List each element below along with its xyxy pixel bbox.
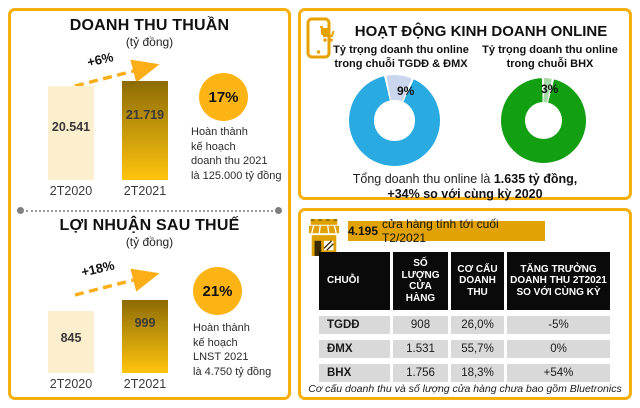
cell-share: 55,7% <box>451 340 504 358</box>
bar: 845 <box>48 311 94 373</box>
donut-bhx-label: Tỷ trọng doanh thu online trong chuỗi BH… <box>482 44 618 70</box>
revenue-title: DOANH THU THUẦN <box>69 17 230 34</box>
online-business-panel: HOẠT ĐỘNG KINH DOANH ONLINE Tỷ trọng doa… <box>298 8 632 202</box>
bar-category-label: 2T2020 <box>49 377 93 391</box>
cell-growth: +54% <box>507 364 610 382</box>
profit-title: LỢI NHUẬN SAU THUẾ <box>59 217 240 234</box>
bar-value-label: 999 <box>134 316 156 330</box>
table-row: BHX 1.756 18,3% +54% <box>319 364 610 382</box>
store-network-panel: 4.195 cửa hàng tính tới cuối T2/2021 CHU… <box>298 208 632 400</box>
cell-count: 1.531 <box>393 340 448 358</box>
divider-dot <box>275 207 282 214</box>
header-store-count: SỐ LƯỢNG CỬA HÀNG <box>393 252 448 310</box>
profit-unit: (tỷ đồng) <box>125 235 174 249</box>
donut-chart-tgdd-dmx: 9% <box>349 75 440 166</box>
cell-share: 26,0% <box>451 316 504 334</box>
profit-bar-chart: 845 2T2020 999 2T2021 <box>48 300 168 391</box>
donut-tgdd-dmx-label: Tỷ trọng doanh thu online trong chuỗi TG… <box>333 44 469 70</box>
header-revenue-growth: TĂNG TRƯỞNG DOANH THU 2T2021 SO VỚI CÙNG… <box>507 252 610 310</box>
donut-chart-bhx: 3% <box>501 78 586 163</box>
bar: 20.541 <box>48 86 94 180</box>
bar-value-label: 20.541 <box>51 120 91 134</box>
revenue-unit: (tỷ đồng) <box>125 35 174 49</box>
bar-category-label: 2T2021 <box>123 184 167 198</box>
online-summary: Tổng doanh thu online là 1.635 tỷ đồng, … <box>301 172 629 202</box>
donut-percentage-label: 3% <box>541 82 559 96</box>
store-count: 4.195 <box>348 224 379 238</box>
bar: 21.719 <box>122 81 168 180</box>
donut-percentage-label: 9% <box>397 84 415 98</box>
store-icon <box>308 219 340 256</box>
revenue-bar-chart: 20.541 2T2020 21.719 2T2021 <box>48 81 168 198</box>
revenue-plan-note: Hoàn thành kế hoạch doanh thu 2021 là 12… <box>191 126 282 182</box>
section-divider <box>17 207 282 214</box>
store-count-text: cửa hàng tính tới cuối T2/2021 <box>382 217 499 245</box>
bar-column: 845 2T2020 <box>48 311 94 391</box>
cell-growth: -5% <box>507 316 610 334</box>
table-row: TGDĐ 908 26,0% -5% <box>319 316 610 334</box>
summary-growth: +34% so với cùng kỳ 2020 <box>387 187 543 201</box>
cell-growth: 0% <box>507 340 610 358</box>
store-count-highlight: 4.195 cửa hàng tính tới cuối T2/2021 <box>348 217 545 245</box>
table-row: ĐMX 1.531 55,7% 0% <box>319 340 610 358</box>
bar-value-label: 21.719 <box>125 108 165 122</box>
divider-line <box>26 209 273 212</box>
phone-cart-icon <box>306 17 335 59</box>
table-header-row: CHUỖI SỐ LƯỢNG CỬA HÀNG CƠ CẤU DOANH THU… <box>319 252 610 310</box>
bar-category-label: 2T2021 <box>123 377 167 391</box>
profit-plan-note: Hoàn thành kế hoạch LNST 2021 là 4.750 t… <box>193 322 272 378</box>
summary-revenue: 1.635 tỷ đồng, <box>493 172 578 186</box>
bar-column: 999 2T2021 <box>122 300 168 391</box>
summary-text: Tổng doanh thu online là <box>352 172 494 186</box>
bar-category-label: 2T2020 <box>49 184 93 198</box>
header-revenue-share: CƠ CẤU DOANH THU <box>451 252 504 310</box>
cell-share: 18,3% <box>451 364 504 382</box>
table-footnote: Cơ cấu doanh thu và số lượng cửa hàng ch… <box>308 383 622 395</box>
cell-chain: TGDĐ <box>319 316 390 334</box>
header-chain: CHUỖI <box>319 252 390 310</box>
bar-column: 20.541 2T2020 <box>48 86 94 198</box>
cell-count: 908 <box>393 316 448 334</box>
cell-chain: ĐMX <box>319 340 390 358</box>
cell-count: 1.756 <box>393 364 448 382</box>
store-table: CHUỖI SỐ LƯỢNG CỬA HÀNG CƠ CẤU DOANH THU… <box>319 252 610 382</box>
divider-dot <box>17 207 24 214</box>
profit-plan-badge: 21% <box>193 267 242 315</box>
bar-column: 21.719 2T2021 <box>122 81 168 198</box>
bar-value-label: 845 <box>60 331 82 345</box>
cell-chain: BHX <box>319 364 390 382</box>
revenue-profit-panel: DOANH THU THUẦN (tỷ đồng) +6% 20.541 2T2… <box>8 8 291 400</box>
revenue-plan-badge: 17% <box>199 73 248 121</box>
bar: 999 <box>122 300 168 373</box>
online-title: HOẠT ĐỘNG KINH DOANH ONLINE <box>354 23 608 40</box>
